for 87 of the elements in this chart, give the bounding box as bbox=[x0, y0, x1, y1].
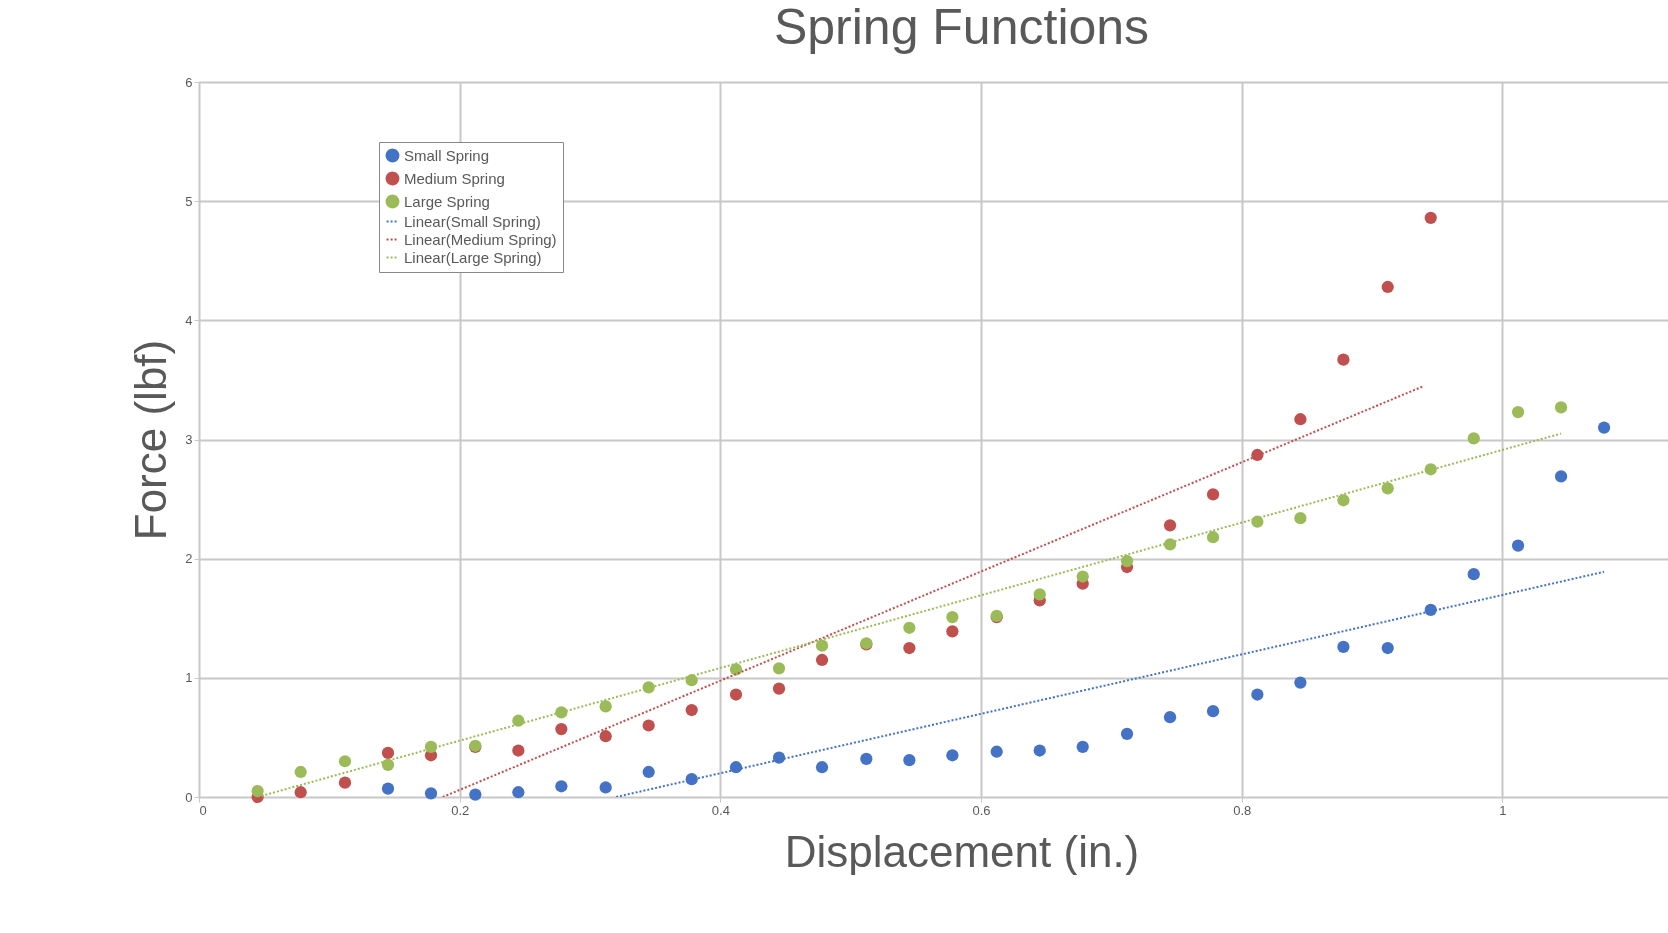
point bbox=[729, 761, 743, 774]
point bbox=[990, 745, 1003, 758]
legend-label: Linear(Large Spring) bbox=[404, 248, 542, 266]
point bbox=[1033, 588, 1046, 601]
point bbox=[946, 625, 959, 638]
point bbox=[1294, 512, 1307, 525]
point bbox=[1381, 641, 1394, 655]
point bbox=[772, 682, 786, 695]
point bbox=[1033, 744, 1046, 757]
point bbox=[1076, 740, 1089, 754]
point bbox=[860, 752, 873, 765]
point bbox=[946, 749, 959, 762]
point bbox=[599, 781, 612, 794]
point bbox=[1554, 470, 1568, 483]
point bbox=[685, 674, 698, 687]
point bbox=[1467, 432, 1480, 445]
point bbox=[424, 787, 438, 800]
x-tick-label: 0.4 bbox=[711, 802, 730, 818]
x-tick-label: 0 bbox=[199, 802, 207, 818]
y-tick-label: 5 bbox=[185, 193, 193, 209]
point bbox=[815, 639, 829, 652]
point bbox=[338, 776, 352, 789]
legend-label: Linear(Small Spring) bbox=[404, 212, 541, 230]
point bbox=[1554, 401, 1568, 414]
point bbox=[1163, 519, 1177, 532]
legend-label: Large Spring bbox=[404, 192, 490, 210]
point bbox=[1120, 727, 1134, 740]
point bbox=[815, 761, 829, 774]
point bbox=[338, 755, 352, 768]
point bbox=[1337, 494, 1350, 507]
point bbox=[1337, 353, 1350, 366]
point bbox=[1511, 539, 1525, 552]
point bbox=[555, 780, 568, 793]
point bbox=[946, 610, 959, 624]
y-tick-label: 4 bbox=[185, 312, 193, 328]
point bbox=[642, 765, 655, 779]
x-tick-label: 1 bbox=[1499, 802, 1507, 818]
point bbox=[1294, 413, 1307, 426]
y-axis-title: Force (lbf) bbox=[126, 339, 176, 541]
point bbox=[1206, 705, 1220, 718]
point bbox=[381, 758, 395, 771]
x-tick-label: 0.8 bbox=[1233, 802, 1252, 818]
legend-label: Small Spring bbox=[404, 146, 490, 164]
y-tick-label: 2 bbox=[185, 551, 193, 567]
y-tick-label: 0 bbox=[185, 789, 193, 805]
point bbox=[512, 744, 525, 757]
point bbox=[424, 740, 438, 754]
point bbox=[1076, 570, 1089, 583]
y-tick-label: 6 bbox=[185, 74, 193, 90]
point bbox=[1206, 488, 1220, 501]
x-tick-label: 0.2 bbox=[451, 802, 470, 818]
point bbox=[642, 719, 655, 732]
point bbox=[599, 730, 612, 743]
point bbox=[1381, 280, 1394, 294]
point bbox=[1381, 482, 1394, 495]
point bbox=[381, 746, 395, 760]
legend-label: Medium Spring bbox=[404, 169, 505, 187]
point bbox=[1511, 405, 1525, 419]
point bbox=[1206, 531, 1220, 544]
x-tick-label: 0.6 bbox=[972, 802, 991, 818]
chart-title: Spring Functions bbox=[773, 0, 1150, 55]
point bbox=[512, 786, 525, 799]
point bbox=[294, 765, 307, 779]
point bbox=[685, 703, 698, 717]
point bbox=[555, 722, 568, 736]
y-tick-label: 3 bbox=[185, 432, 193, 447]
point bbox=[1424, 211, 1437, 224]
point bbox=[903, 621, 916, 634]
point bbox=[903, 641, 916, 655]
legend-label: Linear(Medium Spring) bbox=[404, 230, 557, 248]
point bbox=[1467, 568, 1480, 581]
point bbox=[469, 788, 482, 801]
point bbox=[294, 786, 307, 799]
point bbox=[1163, 711, 1177, 724]
point bbox=[1120, 554, 1134, 568]
point bbox=[772, 662, 786, 675]
y-tick-label: 1 bbox=[185, 670, 193, 686]
point bbox=[1597, 421, 1611, 434]
point bbox=[251, 784, 264, 798]
point bbox=[815, 653, 829, 667]
point bbox=[1251, 688, 1264, 701]
point bbox=[599, 700, 612, 713]
point bbox=[903, 753, 916, 767]
point bbox=[1337, 640, 1350, 653]
point bbox=[1294, 676, 1307, 689]
point bbox=[381, 782, 395, 795]
point bbox=[729, 688, 743, 701]
